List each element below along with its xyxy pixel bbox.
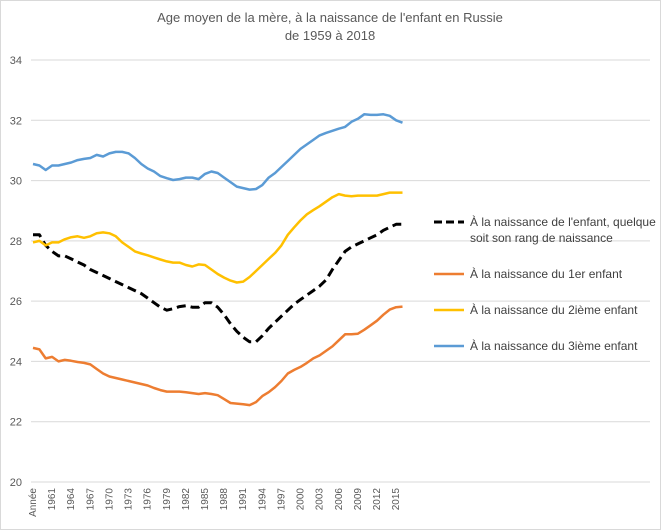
series-line [33,222,403,344]
legend-swatch [434,308,464,312]
x-tick-label: 1964 [66,488,77,511]
x-tick-label: 2000 [296,488,307,511]
x-tick-label: 2009 [353,488,364,511]
x-tick-label: 1967 [85,488,96,511]
x-tick-label: 1973 [124,488,135,511]
x-tick-label: 1985 [200,488,211,511]
y-tick-label: 34 [10,55,22,67]
x-tick-label: 1970 [104,488,115,511]
x-tick-label: 1991 [238,488,249,511]
chart-title: de 1959 à 2018 [285,28,375,43]
series-line [32,305,403,407]
y-tick-label: 28 [10,236,22,248]
legend-item: À la naissance du 2ième enfant [432,302,657,318]
legend-label: À la naissance du 1er enfant [470,267,623,281]
x-tick-label: 1988 [219,488,230,511]
x-tick-label: 1961 [47,488,58,511]
series-line [32,191,403,284]
legend-swatch [434,344,464,348]
y-tick-label: 20 [10,477,22,489]
y-tick-label: 26 [10,296,22,308]
series-line [32,113,403,191]
y-tick-label: 24 [10,356,22,368]
legend-label: À la naissance du 2ième enfant [470,303,638,317]
legend-swatch [434,272,464,276]
y-tick-label: 32 [10,115,22,127]
x-tick-label: Année [28,488,39,517]
y-tick-label: 30 [10,176,22,188]
x-tick-label: 2003 [315,488,326,511]
legend-swatch [434,220,464,224]
x-tick-label: 1982 [181,488,192,511]
x-tick-label: 2015 [391,488,402,511]
legend: À la naissance de l'enfant, quelque soit… [432,214,657,374]
x-tick-label: 1994 [257,488,268,511]
x-tick-label: 1997 [276,488,287,511]
x-tick-label: 1979 [162,488,173,511]
legend-item: À la naissance du 3ième enfant [432,338,657,354]
y-tick-label: 22 [10,417,22,429]
chart-title: Age moyen de la mère, à la naissance de … [157,10,503,25]
legend-item: À la naissance de l'enfant, quelque soit… [432,214,657,246]
legend-item: À la naissance du 1er enfant [432,266,657,282]
x-tick-label: 2012 [372,488,383,511]
x-tick-label: 2006 [334,488,345,511]
x-tick-label: 1976 [143,488,154,511]
legend-label: À la naissance de l'enfant, quelque soit… [470,215,656,245]
legend-label: À la naissance du 3ième enfant [470,339,638,353]
